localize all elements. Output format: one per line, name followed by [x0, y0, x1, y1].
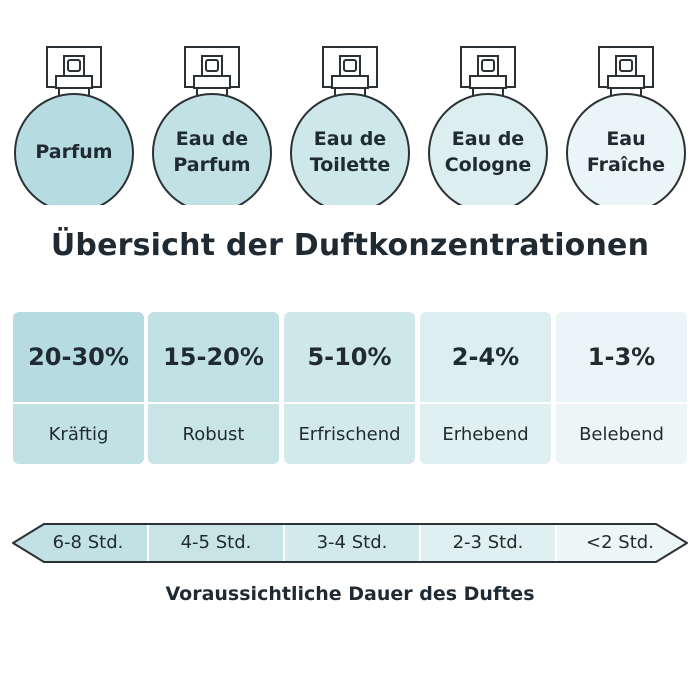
bottle-body — [428, 93, 548, 205]
duration-segment — [148, 524, 284, 562]
bottle-label: Eau de Parfum — [173, 128, 251, 176]
duration-label: 2-3 Std. — [452, 532, 524, 553]
bottle-nozzle-inner — [343, 59, 357, 72]
concentration-column: 20-30% Kräftig — [13, 312, 144, 464]
bottle-label: Parfum — [35, 141, 113, 163]
bottle-nozzle-inner — [481, 59, 495, 72]
page-title: Übersicht der Duftkonzentrationen — [50, 228, 650, 263]
bottle-body — [566, 93, 686, 205]
arrow-outline — [12, 523, 688, 563]
bottle-body — [14, 93, 134, 205]
bottle-body — [152, 93, 272, 205]
concentration-percent: 5-10% — [284, 312, 415, 402]
concentration-character: Erfrischend — [284, 404, 415, 464]
bottle-parfum: Parfum — [12, 45, 136, 205]
duration-label: <2 Std. — [586, 532, 654, 553]
concentration-character: Kräftig — [13, 404, 144, 464]
duration-segment — [284, 524, 420, 562]
concentration-character: Robust — [148, 404, 279, 464]
bottle-label: Eau de Toilette — [309, 128, 391, 176]
concentration-percent: 20-30% — [13, 312, 144, 402]
bottle-label: Eau Fraîche — [586, 128, 666, 176]
bottle-eau-de-parfum: Eau de Parfum — [150, 45, 274, 205]
bottle-neck — [193, 75, 231, 89]
concentration-percent: 1-3% — [556, 312, 687, 402]
bottle-neck — [469, 75, 507, 89]
perfume-bottle-icon — [152, 46, 272, 205]
duration-segment — [420, 524, 556, 562]
duration-label: 3-4 Std. — [316, 532, 388, 553]
concentration-column: 5-10% Erfrischend — [284, 312, 415, 464]
bottle-nozzle-inner — [619, 59, 633, 72]
bottle-eau-de-toilette: Eau de Toilette — [288, 45, 412, 205]
bottle-label: Eau de Cologne — [444, 128, 532, 176]
perfume-bottle-icon — [566, 46, 686, 205]
bottle-nozzle-inner — [67, 59, 81, 72]
perfume-bottle-icon — [14, 46, 134, 205]
bottle-neck — [331, 75, 369, 89]
concentration-character: Erhebend — [420, 404, 551, 464]
concentration-character: Belebend — [556, 404, 687, 464]
bottle-body — [290, 93, 410, 205]
bottle-neck — [55, 75, 93, 89]
concentration-percent: 15-20% — [148, 312, 279, 402]
bottle-neck — [607, 75, 645, 89]
duration-segment — [556, 524, 687, 562]
duration-segment — [12, 524, 148, 562]
duration-arrow — [12, 523, 688, 563]
duration-label: 6-8 Std. — [52, 532, 124, 553]
concentration-column: 15-20% Robust — [148, 312, 279, 464]
bottle-nozzle-inner — [205, 59, 219, 72]
duration-caption: Voraussichtliche Dauer des Duftes — [165, 583, 535, 605]
concentration-column: 1-3% Belebend — [556, 312, 687, 464]
bottle-eau-fraiche: Eau Fraîche — [564, 45, 688, 205]
concentration-percent: 2-4% — [420, 312, 551, 402]
concentration-column: 2-4% Erhebend — [420, 312, 551, 464]
duration-label: 4-5 Std. — [180, 532, 252, 553]
perfume-bottle-icon — [428, 46, 548, 205]
perfume-bottle-icon — [290, 46, 410, 205]
bottle-eau-de-cologne: Eau de Cologne — [426, 45, 550, 205]
